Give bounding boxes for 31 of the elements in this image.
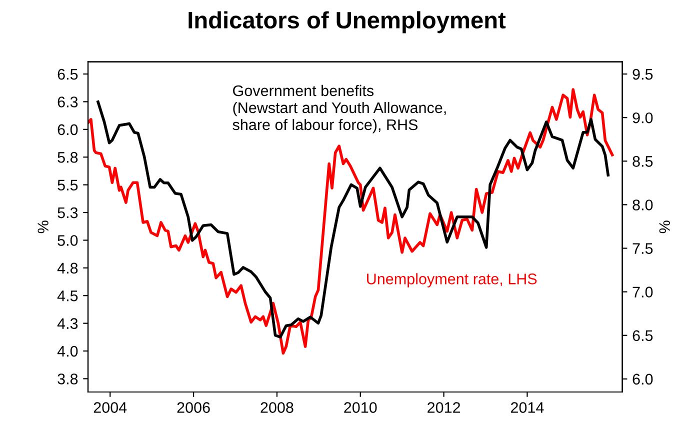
y-tick-label: 4.3 [57,318,78,329]
y-axis-title: % [38,220,48,234]
y2-axis-title: % [659,220,670,234]
x-tick-label: 2004 [94,402,127,413]
y2-tick-label: 8.5 [632,156,653,167]
x-tick-label: 2006 [177,402,210,413]
y-tick-label: 3.8 [58,374,78,384]
y-tick-label: 5.5 [58,180,78,190]
y-tick-label: 5.8 [58,152,78,163]
y2-tick-label: 8.0 [632,200,653,210]
y2-tick-label: 6.5 [632,330,653,342]
y-tick-label: 4.5 [57,290,78,302]
y-tick-label: 5.0 [58,235,78,246]
x-tick-label: 2010 [344,402,377,413]
x-tick-label: 2012 [428,402,460,413]
y-tick-label: 5.3 [58,207,78,218]
x-tick-label: 2008 [260,402,294,413]
y2-tick-label: 7.0 [632,286,653,298]
y-tick-label: 4.8 [57,262,78,274]
text: Unemployment rate, LHS [367,273,537,288]
y-tick-label: 6.0 [58,124,78,136]
chart-title: Indicators of Unemployment [188,11,506,34]
x-tick-label: 2014 [510,402,544,413]
y2-tick-label: 9.5 [632,68,653,80]
y2-tick-label: 7.5 [632,243,653,254]
y-tick-label: 6.5 [58,68,78,80]
y2-tick-label: 6.0 [632,374,653,385]
text: Government benefits (Newstart and Youth Allowance, share of labour force), RHS [232,84,446,134]
y-tick-label: 6.3 [58,96,78,108]
y-tick-label: 4.0 [57,346,78,357]
y2-tick-label: 9.0 [632,112,653,124]
